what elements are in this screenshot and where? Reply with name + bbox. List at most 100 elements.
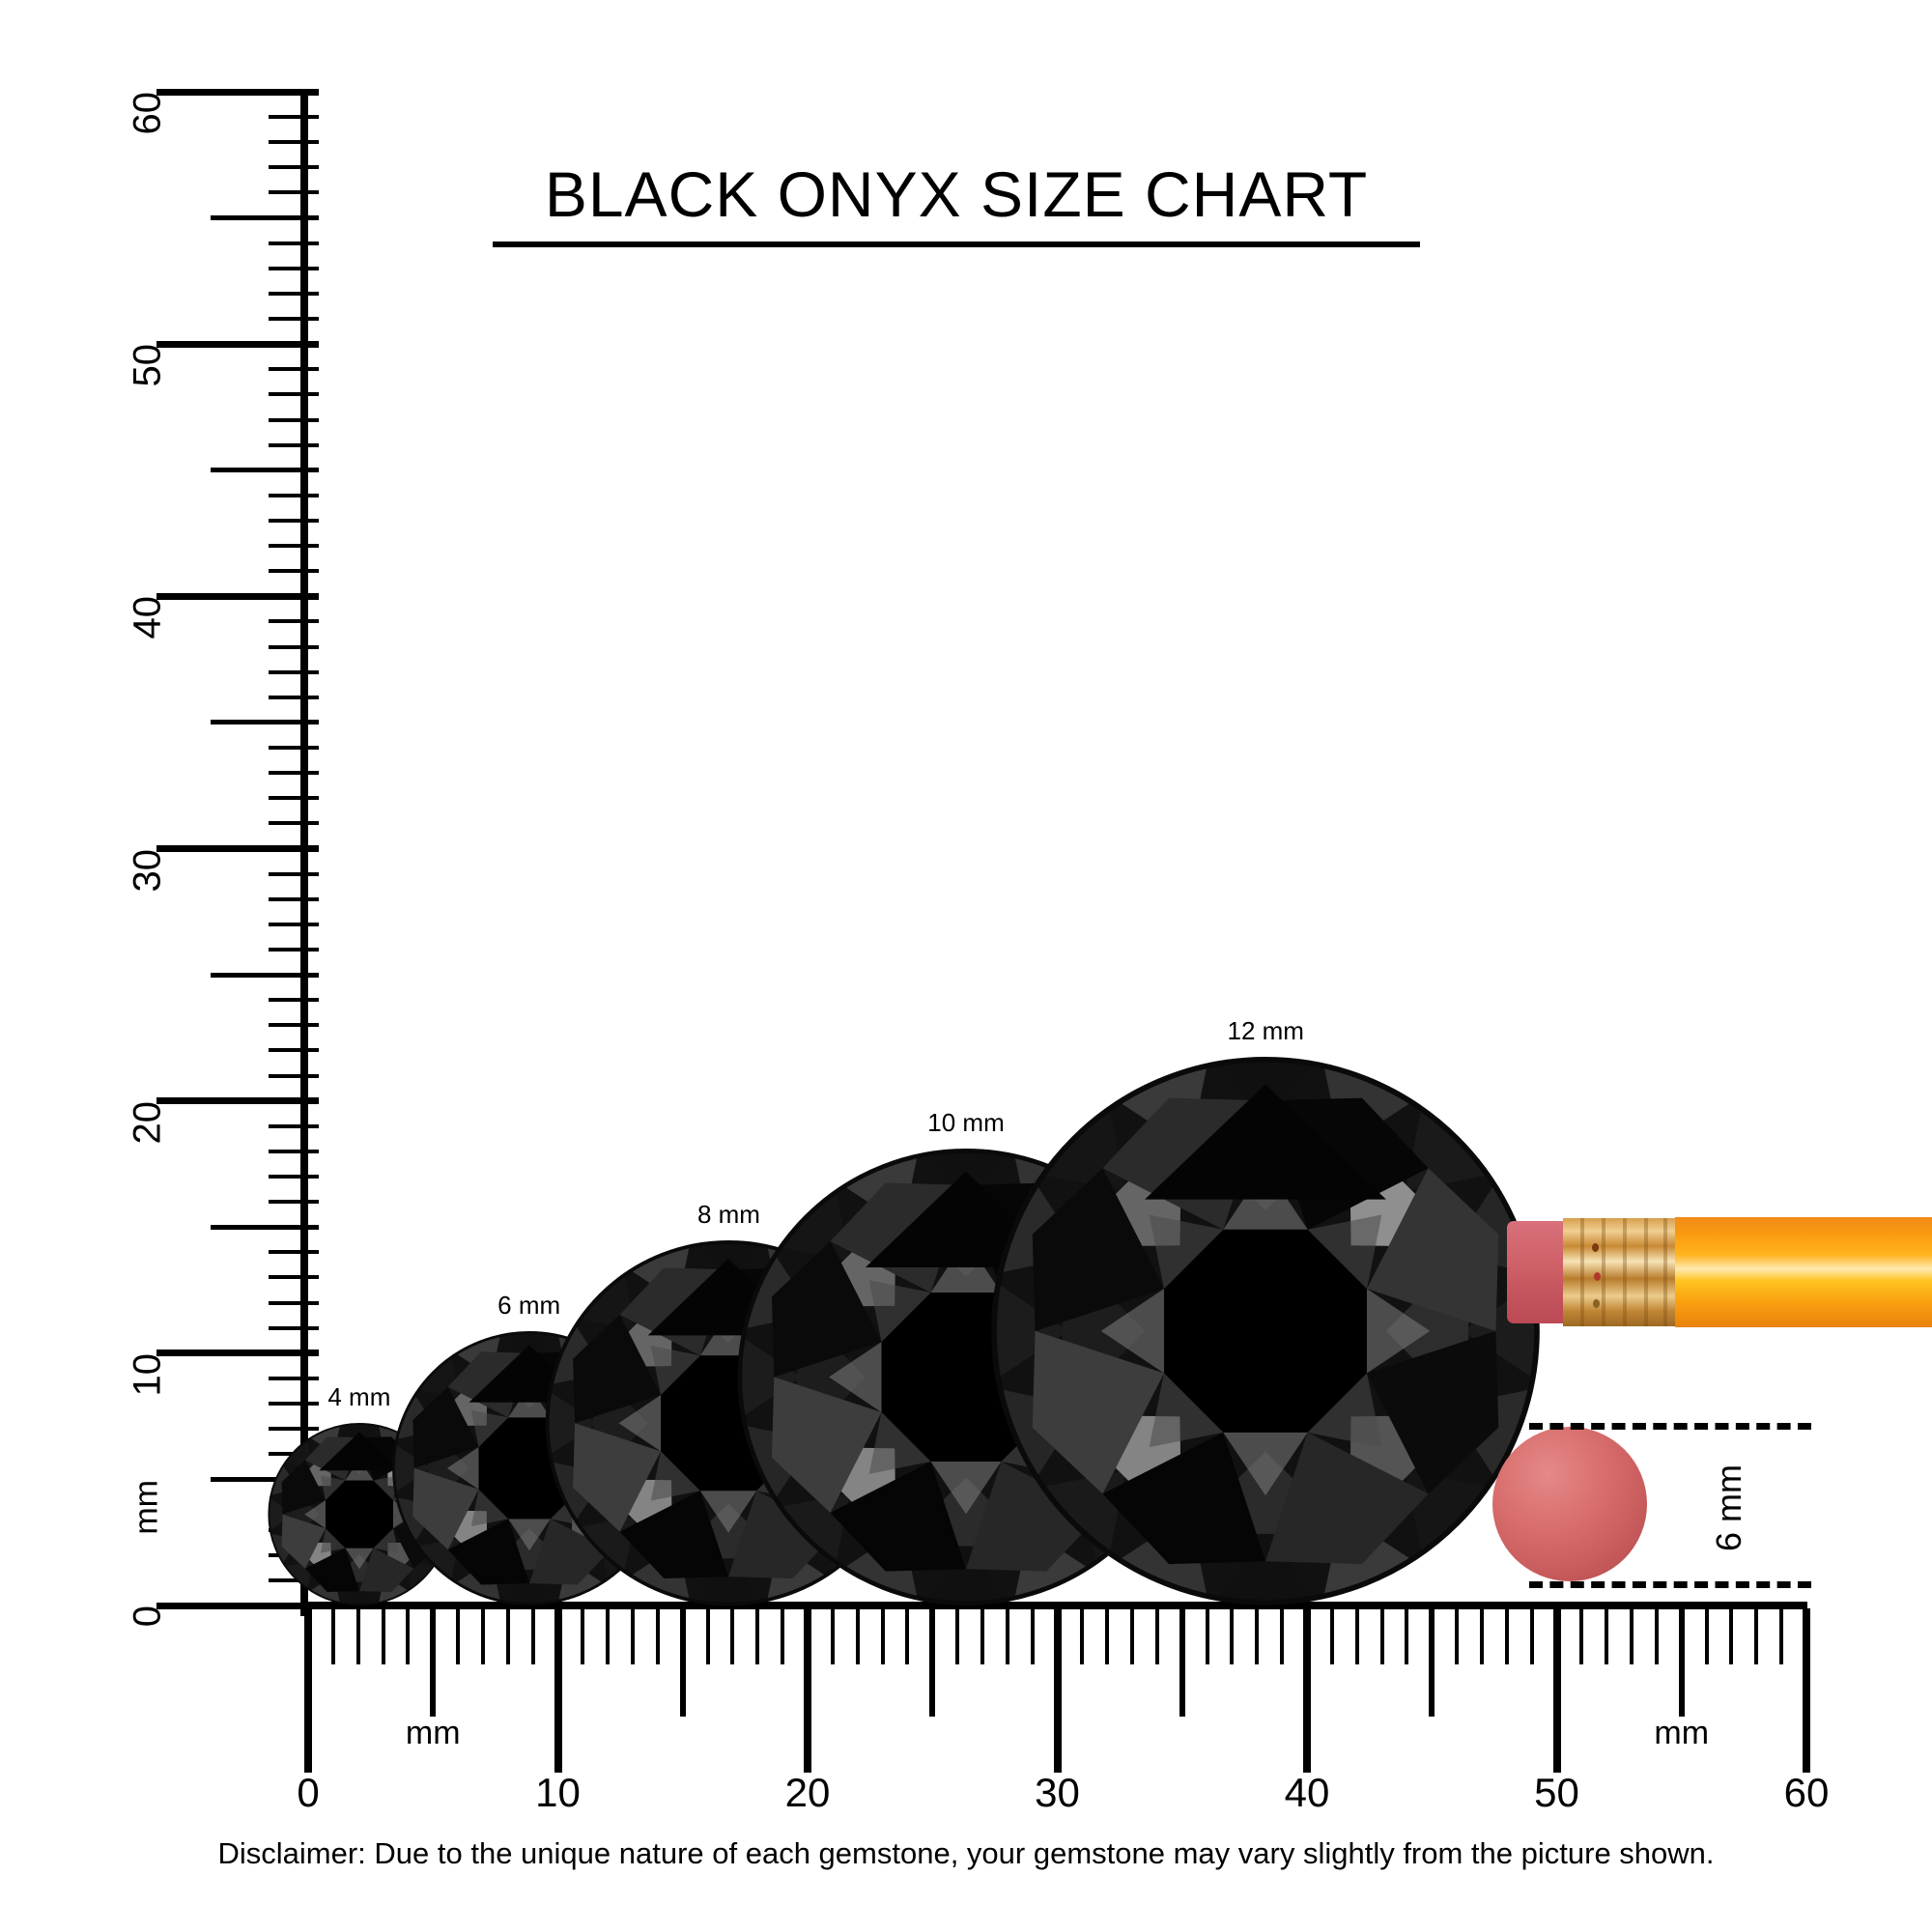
vruler-mid-tick xyxy=(211,1476,319,1482)
vruler-major-tick xyxy=(156,340,319,348)
hruler-minor-tick xyxy=(781,1608,785,1664)
vruler-minor-tick xyxy=(269,115,319,120)
vruler-minor-tick xyxy=(269,1300,319,1305)
hruler-minor-tick xyxy=(1280,1608,1285,1664)
vruler-minor-tick xyxy=(269,746,319,751)
gemstone-size-label: 12 mm xyxy=(1227,1016,1304,1046)
hruler-minor-tick xyxy=(330,1608,335,1664)
vruler-label: 30 xyxy=(126,848,168,893)
vruler-minor-tick xyxy=(269,1123,319,1128)
vruler-minor-tick xyxy=(269,771,319,776)
ferrule-dot xyxy=(1592,1243,1599,1252)
hruler-major-tick xyxy=(1803,1608,1810,1773)
vruler-minor-tick xyxy=(269,1250,319,1255)
page-title-text: BLACK ONYX SIZE CHART xyxy=(544,158,1369,230)
ferrule-dot xyxy=(1594,1272,1601,1281)
vruler-major-tick xyxy=(156,592,319,600)
hruler-mid-tick xyxy=(1429,1608,1435,1717)
pencil-eraser xyxy=(1507,1221,1567,1323)
hruler-minor-tick xyxy=(480,1608,485,1664)
vruler-minor-tick xyxy=(269,1048,319,1053)
hruler-label: 30 xyxy=(1035,1770,1080,1815)
vruler-unit-label: mm xyxy=(128,1480,165,1536)
vruler-minor-tick xyxy=(269,1200,319,1205)
hruler-minor-tick xyxy=(1205,1608,1209,1664)
hruler-minor-tick xyxy=(880,1608,885,1664)
hruler-label: 20 xyxy=(784,1770,831,1815)
vruler-minor-tick xyxy=(269,190,319,195)
vruler-major-tick xyxy=(156,1097,319,1105)
hruler-minor-tick xyxy=(1379,1608,1384,1664)
hruler-mid-tick xyxy=(929,1608,936,1717)
hruler-minor-tick xyxy=(730,1608,735,1664)
hruler-mid-tick xyxy=(1678,1608,1685,1717)
hruler-minor-tick xyxy=(1105,1608,1110,1664)
hruler-minor-tick xyxy=(1504,1608,1509,1664)
hruler-minor-tick xyxy=(1479,1608,1484,1664)
vruler-minor-tick xyxy=(269,569,319,574)
vruler-label: 50 xyxy=(126,344,168,387)
gemstone-size-label: 8 mm xyxy=(696,1199,760,1229)
vruler-major-tick xyxy=(156,1602,319,1609)
hruler-minor-tick xyxy=(355,1608,360,1664)
vruler-minor-tick xyxy=(269,1577,319,1582)
dimension-line-top xyxy=(1529,1423,1811,1430)
hruler-mid-tick xyxy=(1179,1608,1185,1717)
vruler-minor-tick xyxy=(269,998,319,1003)
hruler-minor-tick xyxy=(381,1608,385,1664)
hruler-minor-tick xyxy=(955,1608,960,1664)
pencil-reference-object xyxy=(1507,1215,1932,1329)
hruler-minor-tick xyxy=(1230,1608,1235,1664)
vruler-major-tick xyxy=(156,1350,319,1357)
vruler-major-tick xyxy=(156,845,319,852)
vruler-major-tick xyxy=(156,88,319,96)
vruler-minor-tick xyxy=(269,644,319,649)
hruler-minor-tick xyxy=(606,1608,611,1664)
hruler-minor-tick xyxy=(505,1608,510,1664)
vruler-label: 60 xyxy=(126,92,168,135)
eraser-dimension-label: 6 mm xyxy=(1709,1464,1748,1551)
hruler-minor-tick xyxy=(1630,1608,1634,1664)
hruler-minor-tick xyxy=(1329,1608,1334,1664)
gemstone-item[interactable] xyxy=(991,1057,1541,1605)
hruler-minor-tick xyxy=(705,1608,710,1664)
hruler-minor-tick xyxy=(530,1608,535,1664)
disclaimer-text: Disclaimer: Due to the unique nature of … xyxy=(217,1836,1715,1870)
vruler-minor-tick xyxy=(269,291,319,296)
hruler-minor-tick xyxy=(1354,1608,1359,1664)
vruler-label: 40 xyxy=(126,596,168,639)
hruler-minor-tick xyxy=(755,1608,760,1664)
vruler-minor-tick xyxy=(269,896,319,901)
hruler-minor-tick xyxy=(1754,1608,1759,1664)
hruler-minor-tick xyxy=(980,1608,984,1664)
vruler-minor-tick xyxy=(269,1427,319,1432)
hruler-minor-tick xyxy=(1255,1608,1260,1664)
vruler-minor-tick xyxy=(269,669,319,674)
hruler-minor-tick xyxy=(406,1608,411,1664)
hruler-minor-tick xyxy=(1005,1608,1009,1664)
hruler-minor-tick xyxy=(456,1608,461,1664)
ruler-corner-vertical-edge xyxy=(300,92,308,1616)
hruler-minor-tick xyxy=(655,1608,660,1664)
vruler-label: 0 xyxy=(126,1605,168,1628)
vruler-minor-tick xyxy=(269,165,319,170)
vruler-minor-tick xyxy=(269,392,319,397)
eraser-reference-object: 6 mm xyxy=(1492,1406,1811,1588)
hruler-label: 40 xyxy=(1284,1770,1330,1815)
gemstone-size-label: 4 mm xyxy=(327,1381,391,1411)
vruler-minor-tick xyxy=(269,1325,319,1330)
vruler-minor-tick xyxy=(269,442,319,447)
gemstone-round-brilliant xyxy=(991,1057,1541,1605)
gemstone-size-label: 10 mm xyxy=(927,1107,1005,1137)
vruler-minor-tick xyxy=(269,1175,319,1179)
vruler-minor-tick xyxy=(269,1023,319,1028)
pencil-body xyxy=(1675,1217,1932,1327)
hruler-major-tick xyxy=(1303,1608,1311,1773)
vruler-minor-tick xyxy=(269,871,319,876)
hruler-label: 50 xyxy=(1534,1770,1579,1815)
vruler-minor-tick xyxy=(269,821,319,826)
hruler-label: 0 xyxy=(297,1770,320,1815)
vruler-minor-tick xyxy=(269,1275,319,1280)
vertical-ruler: 0 10 20 30 40 50 60 mm xyxy=(126,88,319,1627)
